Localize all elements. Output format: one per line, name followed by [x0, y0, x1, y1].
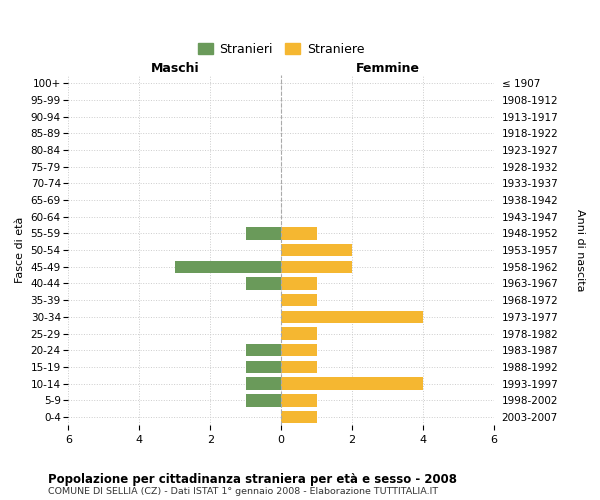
Bar — [175, 260, 281, 273]
Bar — [281, 394, 317, 406]
Text: COMUNE DI SELLIA (CZ) - Dati ISTAT 1° gennaio 2008 - Elaborazione TUTTITALIA.IT: COMUNE DI SELLIA (CZ) - Dati ISTAT 1° ge… — [48, 488, 438, 496]
Bar — [246, 378, 281, 390]
Text: Femmine: Femmine — [356, 62, 419, 75]
Y-axis label: Fasce di età: Fasce di età — [15, 217, 25, 284]
Bar — [246, 227, 281, 239]
Bar — [246, 360, 281, 373]
Bar — [246, 277, 281, 289]
Bar — [246, 344, 281, 356]
Bar — [281, 360, 317, 373]
Y-axis label: Anni di nascita: Anni di nascita — [575, 209, 585, 292]
Bar — [281, 294, 317, 306]
Bar — [281, 378, 423, 390]
Bar — [281, 410, 317, 423]
Bar — [281, 344, 317, 356]
Bar — [281, 328, 317, 340]
Bar — [246, 394, 281, 406]
Bar — [281, 260, 352, 273]
Text: Maschi: Maschi — [151, 62, 199, 75]
Bar — [281, 244, 352, 256]
Bar — [281, 227, 317, 239]
Bar — [281, 277, 317, 289]
Bar — [281, 310, 423, 323]
Text: Popolazione per cittadinanza straniera per età e sesso - 2008: Popolazione per cittadinanza straniera p… — [48, 472, 457, 486]
Legend: Stranieri, Straniere: Stranieri, Straniere — [194, 39, 368, 60]
